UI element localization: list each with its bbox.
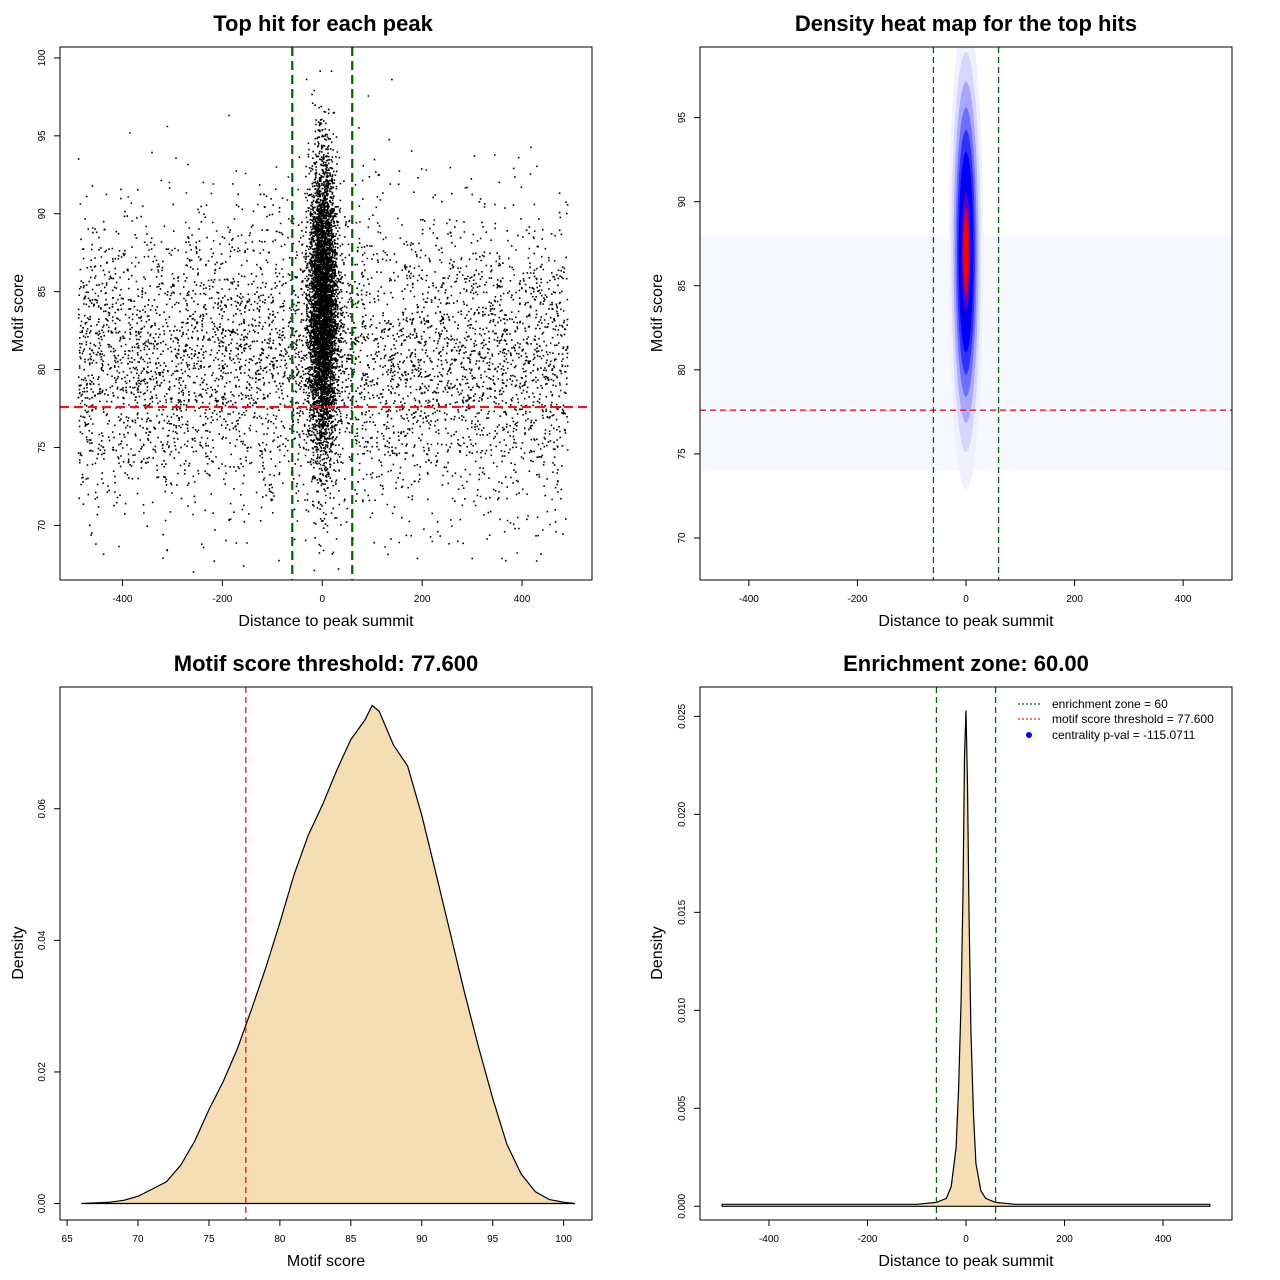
panel-3-axes: 65 70 75 80 85 90 95 100 0.00 0.02 0.04 0.06 bbox=[37, 799, 572, 1245]
x-tick-label: 80 bbox=[274, 1234, 286, 1245]
y-tick-label: 85 bbox=[37, 286, 48, 298]
panel-4-xlabel: Distance to peak summit bbox=[878, 1253, 1054, 1270]
legend-threshold-label: motif score threshold = 77.600 bbox=[1052, 712, 1214, 726]
panel-4-title: Enrichment zone: 60.00 bbox=[843, 651, 1089, 676]
y-tick-label: 0.00 bbox=[37, 1193, 48, 1213]
x-tick-label: -400 bbox=[739, 594, 759, 605]
y-tick-label: 85 bbox=[677, 280, 688, 292]
y-tick-label: 0.04 bbox=[37, 930, 48, 950]
panel-heatmap: Density heat map for the top hits Distan… bbox=[649, 11, 1233, 630]
panel-distance-density: Enrichment zone: 60.00 Distance to peak … bbox=[649, 651, 1233, 1270]
x-tick-label: 70 bbox=[132, 1234, 144, 1245]
x-tick-label: -400 bbox=[112, 594, 132, 605]
x-tick-label: 85 bbox=[345, 1234, 357, 1245]
y-tick-label: 90 bbox=[37, 208, 48, 220]
panel-2-axes: -400 -200 0 200 400 70 75 80 85 90 95 bbox=[677, 112, 1192, 605]
x-tick-label: 65 bbox=[62, 1234, 74, 1245]
x-tick-label: -200 bbox=[857, 1234, 877, 1245]
panel-2-frame bbox=[699, 46, 1233, 581]
panel-2-ylabel: Motif score bbox=[649, 274, 666, 352]
panel-2-xlabel: Distance to peak summit bbox=[878, 613, 1054, 630]
x-tick-label: 0 bbox=[963, 594, 969, 605]
x-tick-label: 200 bbox=[1056, 1234, 1073, 1245]
x-tick-label: 0 bbox=[963, 1234, 969, 1245]
y-tick-label: 95 bbox=[37, 130, 48, 142]
x-tick-label: 75 bbox=[203, 1234, 215, 1245]
y-tick-label: 0.015 bbox=[677, 899, 688, 924]
panel-2-heat-layer bbox=[700, 47, 1232, 490]
y-tick-label: 100 bbox=[37, 49, 48, 66]
panel-3-title: Motif score threshold: 77.600 bbox=[174, 651, 478, 676]
panel-1-reference-lines bbox=[60, 47, 592, 580]
y-tick-label: 0.000 bbox=[677, 1193, 688, 1218]
panel-1-title: Top hit for each peak bbox=[213, 11, 433, 36]
x-tick-label: 100 bbox=[555, 1234, 572, 1245]
x-tick-label: -200 bbox=[212, 594, 232, 605]
legend-zone-label: enrichment zone = 60 bbox=[1052, 697, 1168, 711]
panel-4-reference-lines bbox=[935, 687, 997, 1220]
y-tick-label: 70 bbox=[37, 519, 48, 531]
panel-1-axes: -400 -200 0 200 400 70 75 80 85 90 95 100 bbox=[37, 49, 531, 605]
y-tick-label: 95 bbox=[677, 112, 688, 124]
panel-2-title: Density heat map for the top hits bbox=[795, 11, 1137, 36]
x-tick-label: -200 bbox=[847, 594, 867, 605]
y-tick-label: 0.06 bbox=[37, 799, 48, 819]
y-tick-label: 0.005 bbox=[677, 1095, 688, 1120]
y-tick-label: 70 bbox=[677, 532, 688, 544]
x-tick-label: 95 bbox=[487, 1234, 499, 1245]
panel-4-legend: enrichment zone = 60 motif score thresho… bbox=[1018, 697, 1214, 742]
scatter-points bbox=[77, 70, 569, 573]
y-tick-label: 0.025 bbox=[677, 703, 688, 728]
y-tick-label: 80 bbox=[677, 364, 688, 376]
y-tick-label: 0.010 bbox=[677, 997, 688, 1022]
legend-pval-point bbox=[1026, 732, 1032, 738]
panel-1-point-layer bbox=[77, 70, 569, 573]
legend-pval-label: centrality p-val = -115.0711 bbox=[1052, 728, 1196, 742]
panel-3-xlabel: Motif score bbox=[287, 1253, 365, 1270]
panel-4-axes: -400 -200 0 200 400 0.000 0.005 0.010 0.015 0.020… bbox=[677, 703, 1172, 1245]
panel-1-xlabel: Distance to peak summit bbox=[238, 613, 414, 630]
y-tick-label: 0.020 bbox=[677, 801, 688, 826]
panel-score-density: Motif score threshold: 77.600 Motif scor… bbox=[10, 651, 593, 1270]
y-tick-label: 75 bbox=[37, 442, 48, 454]
y-tick-label: 75 bbox=[677, 448, 688, 460]
x-tick-label: 200 bbox=[1066, 594, 1083, 605]
y-tick-label: 0.02 bbox=[37, 1062, 48, 1082]
panel-4-ylabel: Density bbox=[649, 926, 666, 979]
panel-scatter: Top hit for each peak Distance to peak s… bbox=[10, 11, 593, 630]
x-tick-label: 0 bbox=[319, 594, 325, 605]
panel-1-frame bbox=[59, 46, 593, 581]
panel-3-frame bbox=[59, 686, 593, 1221]
y-tick-label: 90 bbox=[677, 196, 688, 208]
x-tick-label: 200 bbox=[414, 594, 431, 605]
panel-4-density-curve bbox=[721, 710, 1211, 1207]
panel-2-reference-lines bbox=[700, 47, 1232, 580]
panel-3-ylabel: Density bbox=[10, 926, 27, 979]
x-tick-label: -400 bbox=[759, 1234, 779, 1245]
x-tick-label: 400 bbox=[1155, 1234, 1172, 1245]
panel-4-frame bbox=[699, 686, 1233, 1221]
y-tick-label: 80 bbox=[37, 364, 48, 376]
panel-1-ylabel: Motif score bbox=[10, 274, 27, 352]
x-tick-label: 400 bbox=[1175, 594, 1192, 605]
heat-contour-9 bbox=[963, 220, 969, 284]
x-tick-label: 90 bbox=[416, 1234, 428, 1245]
panel-3-density-curve bbox=[81, 704, 576, 1205]
x-tick-label: 400 bbox=[514, 594, 531, 605]
